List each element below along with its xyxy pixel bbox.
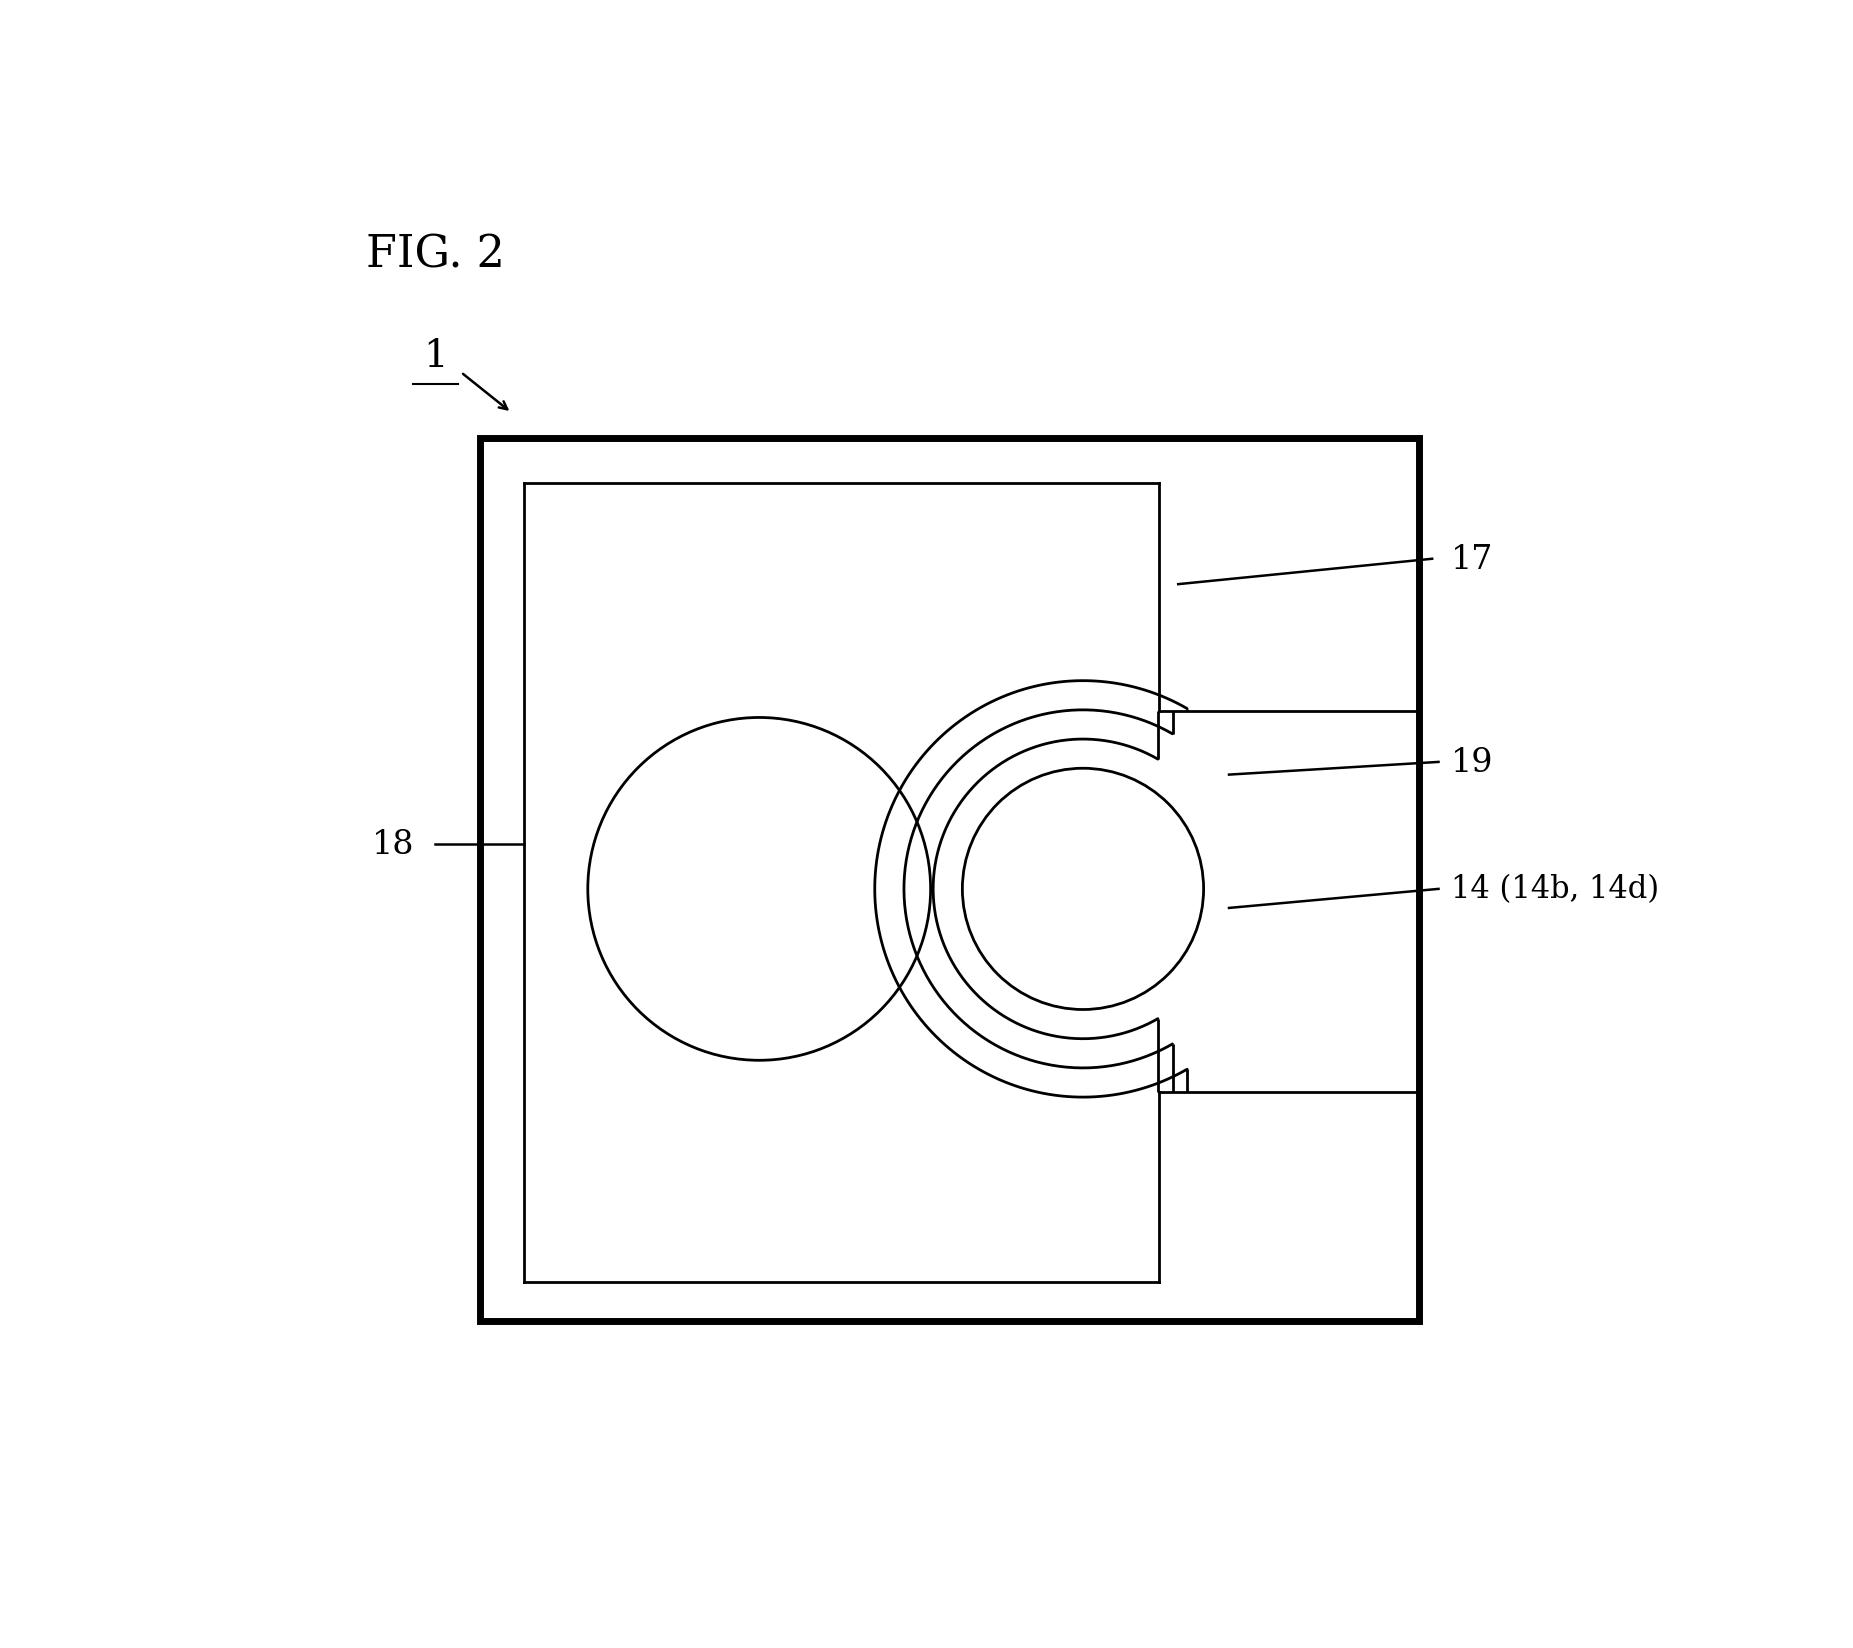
Bar (480, 438, 1419, 1320)
Text: 1: 1 (422, 338, 448, 374)
Text: 14 (14b, 14d): 14 (14b, 14d) (1451, 873, 1658, 905)
Text: FIG. 2: FIG. 2 (365, 234, 504, 277)
Text: 18: 18 (372, 829, 415, 860)
Text: 19: 19 (1451, 747, 1494, 778)
Text: 17: 17 (1451, 544, 1494, 575)
